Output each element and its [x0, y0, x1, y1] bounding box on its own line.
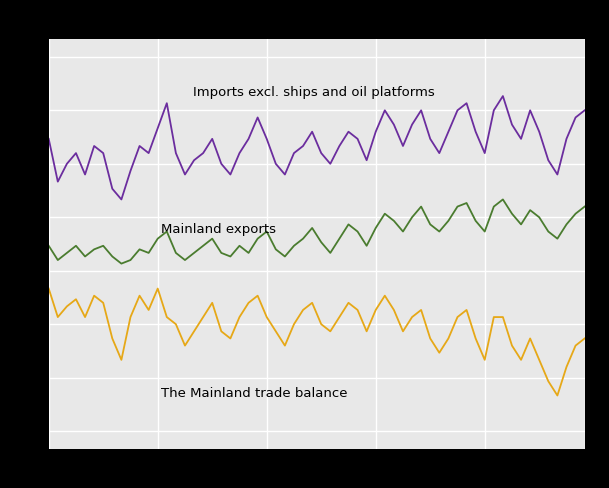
- Text: Imports excl. ships and oil platforms: Imports excl. ships and oil platforms: [194, 86, 435, 99]
- Text: Mainland exports: Mainland exports: [161, 223, 276, 236]
- Text: The Mainland trade balance: The Mainland trade balance: [161, 387, 348, 400]
